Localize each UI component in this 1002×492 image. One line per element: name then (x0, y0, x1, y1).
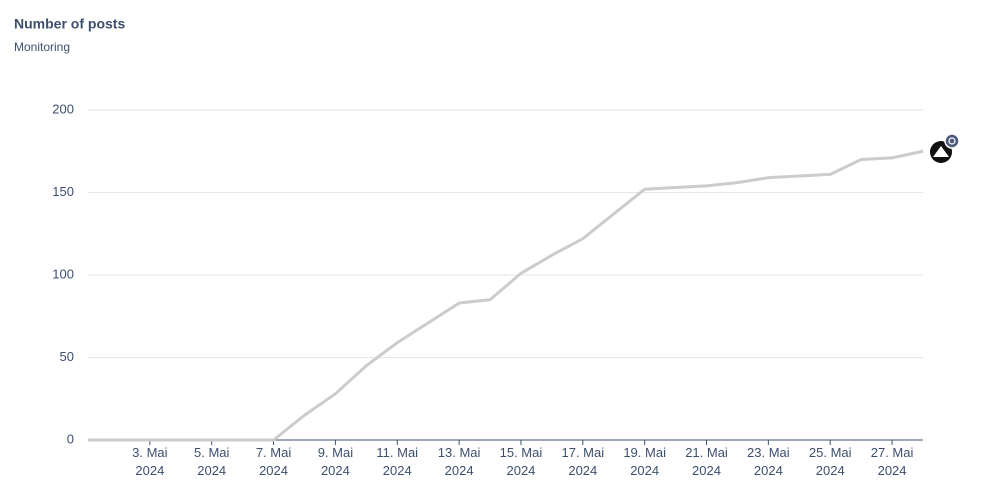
x-tick-label: 19. Mai 2024 (623, 445, 666, 478)
x-tick-label: 17. Mai 2024 (561, 445, 605, 478)
badge-mark (948, 137, 956, 145)
x-tick-label: 3. Mai 2024 (132, 445, 168, 478)
icon-shape (933, 146, 949, 157)
x-tick-label: 9. Mai 2024 (317, 445, 354, 478)
chart-subtitle: Monitoring (14, 40, 70, 54)
plot-area: 0 50 100 150 200 (52, 101, 924, 446)
y-tick-label: 100 (52, 266, 74, 281)
badge (944, 133, 960, 149)
line-series (88, 149, 924, 442)
x-tick-label: 5. Mai 2024 (194, 445, 230, 478)
x-tick-label: 25. Mai 2024 (808, 445, 852, 478)
x-tick-label: 15. Mai 2024 (499, 445, 543, 478)
y-tick-label: 200 (52, 101, 74, 116)
x-tick-label: 11. Mai 2024 (376, 445, 419, 478)
chart-title: Number of posts (14, 16, 125, 32)
y-tick-label: 0 (67, 431, 74, 446)
x-tick-label: 21. Mai 2024 (685, 445, 728, 478)
y-tick-label: 150 (52, 184, 74, 199)
end-icon (930, 133, 960, 163)
x-tick-label: 13. Mai 2024 (437, 445, 481, 478)
x-tick-label: 27. Mai 2024 (870, 445, 914, 478)
x-tick-label: 23. Mai 2024 (747, 445, 790, 478)
x-tick-label: 7. Mai 2024 (255, 445, 292, 478)
y-tick-label: 50 (60, 349, 74, 364)
